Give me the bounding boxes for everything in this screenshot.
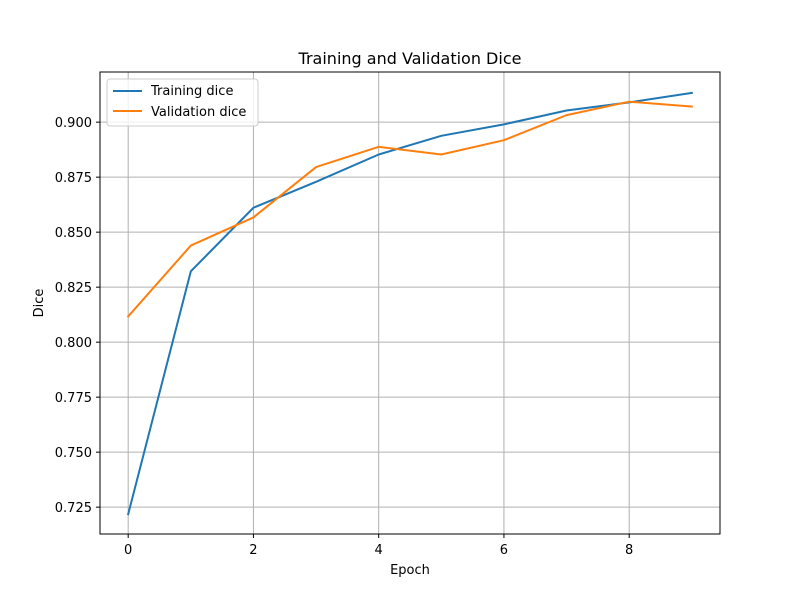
legend-label-training: Training dice — [150, 84, 233, 99]
training-dice-line — [126, 91, 693, 516]
series-lines — [126, 91, 693, 516]
y-tick-label: 0.750 — [55, 446, 92, 461]
y-tick-label: 0.825 — [55, 281, 92, 296]
x-tick-label: 0 — [124, 543, 132, 558]
x-tick-label: 4 — [375, 543, 383, 558]
y-tick-label: 0.850 — [55, 226, 92, 241]
chart-title: Training and Validation Dice — [298, 49, 522, 68]
axis-ticks: 0 2 4 6 8 0.725 0.750 0.775 0.800 0.825 0.850 0.875… — [55, 116, 634, 558]
legend-label-validation: Validation dice — [151, 105, 246, 120]
y-axis-label: Dice — [32, 289, 47, 318]
y-tick-label: 0.775 — [55, 391, 92, 406]
x-tick-label: 2 — [249, 543, 257, 558]
plot-area-frame — [99, 71, 721, 535]
y-tick-label: 0.875 — [55, 171, 92, 186]
y-tick-label: 0.900 — [55, 116, 92, 131]
y-tick-label: 0.725 — [55, 501, 92, 516]
legend-frame — [106, 78, 259, 127]
x-tick-label: 8 — [625, 543, 633, 558]
y-tick-label: 0.800 — [55, 336, 92, 351]
legend: Training dice Validation dice — [106, 78, 259, 127]
x-tick-label: 6 — [500, 543, 508, 558]
grid — [100, 72, 720, 534]
validation-dice-line — [126, 100, 693, 318]
x-axis-label: Epoch — [390, 563, 430, 578]
